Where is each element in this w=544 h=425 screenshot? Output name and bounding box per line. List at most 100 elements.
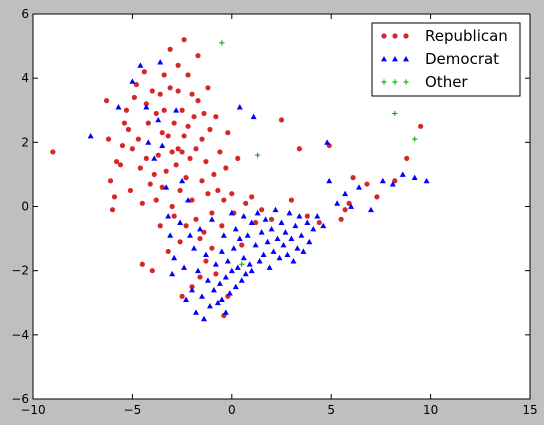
point-democrat (244, 232, 251, 238)
point-republican (169, 149, 175, 155)
point-republican (259, 207, 265, 213)
point-democrat (189, 286, 196, 293)
point-republican (201, 110, 207, 117)
point-republican (149, 88, 155, 94)
point-democrat (173, 107, 180, 113)
legend-label-republican: Republican (425, 27, 508, 45)
point-democrat (252, 242, 259, 248)
point-democrat (228, 209, 235, 216)
point-republican (221, 197, 227, 203)
point-republican (195, 53, 201, 59)
point-democrat (196, 225, 203, 232)
point-republican (143, 101, 149, 107)
point-democrat (270, 248, 277, 254)
point-republican (197, 235, 203, 242)
point-democrat (242, 270, 249, 277)
point-republican (193, 216, 199, 222)
point-republican (171, 213, 177, 219)
point-democrat (222, 274, 229, 280)
legend-marker-democrat (381, 56, 387, 62)
point-other (219, 40, 225, 46)
point-democrat (202, 251, 209, 258)
point-democrat (236, 235, 243, 241)
point-other (239, 261, 245, 267)
point-democrat (272, 206, 279, 213)
point-republican (181, 133, 187, 139)
point-democrat (266, 264, 273, 270)
point-democrat (226, 290, 233, 296)
point-republican (249, 194, 255, 200)
point-republican (175, 88, 181, 94)
point-democrat (284, 251, 291, 258)
point-democrat (145, 139, 152, 145)
y-tick-label: 2 (21, 135, 29, 149)
point-republican (223, 165, 229, 171)
y-tick-label: 6 (21, 7, 29, 21)
point-democrat (137, 62, 144, 68)
point-democrat (324, 139, 331, 145)
point-republican (137, 165, 143, 171)
x-tick-label: −5 (124, 403, 142, 417)
legend-marker-other (381, 79, 387, 85)
point-democrat (179, 177, 186, 184)
point-republican (175, 62, 181, 68)
point-democrat (282, 229, 289, 235)
point-republican (203, 158, 209, 165)
point-republican (187, 155, 193, 161)
point-republican (161, 72, 167, 78)
point-democrat (230, 245, 237, 251)
point-democrat (300, 248, 307, 254)
legend-marker-other (392, 79, 398, 85)
x-tick-label: 0 (228, 403, 236, 417)
point-democrat (87, 132, 94, 139)
point-democrat (129, 78, 136, 84)
point-democrat (298, 232, 305, 238)
point-republican (215, 187, 221, 194)
point-democrat (423, 177, 430, 184)
point-democrat (232, 225, 239, 232)
point-republican (177, 239, 183, 245)
point-democrat (248, 219, 255, 225)
point-republican (109, 207, 116, 213)
point-republican (342, 207, 348, 213)
plot-frame (32, 13, 531, 400)
point-republican (157, 91, 163, 97)
point-democrat (256, 258, 263, 264)
point-republican (131, 94, 137, 101)
point-democrat (232, 283, 239, 290)
point-republican (139, 200, 145, 206)
point-republican (205, 191, 211, 197)
point-democrat (185, 197, 192, 203)
point-democrat (159, 142, 166, 148)
point-democrat (276, 254, 283, 261)
point-democrat (348, 203, 355, 209)
point-democrat (187, 232, 194, 238)
y-tick-label: 0 (21, 200, 29, 214)
point-republican (268, 216, 275, 222)
point-republican (239, 242, 245, 248)
point-republican (199, 136, 205, 142)
point-democrat (286, 209, 293, 216)
point-republican (159, 184, 165, 190)
point-democrat (171, 254, 178, 261)
point-democrat (222, 309, 229, 315)
point-republican (205, 85, 211, 91)
point-republican (129, 146, 135, 152)
legend-marker-republican (381, 33, 387, 39)
point-democrat (314, 213, 321, 219)
x-tick-label: 10 (423, 403, 438, 417)
point-democrat (320, 222, 327, 229)
point-republican (153, 197, 159, 203)
x-tick-label: 5 (327, 403, 335, 417)
point-other (392, 110, 398, 117)
point-republican (151, 171, 157, 178)
point-democrat (177, 219, 184, 225)
point-democrat (228, 267, 235, 274)
point-republican (50, 149, 56, 155)
point-republican (243, 200, 249, 206)
ticks-layer: −10 −5 0 5 10 15 −6 −4 −2 0 2 4 6 (11, 7, 537, 417)
point-republican (157, 223, 163, 229)
point-republican (229, 191, 235, 197)
point-republican (338, 216, 344, 222)
point-republican (346, 200, 352, 206)
